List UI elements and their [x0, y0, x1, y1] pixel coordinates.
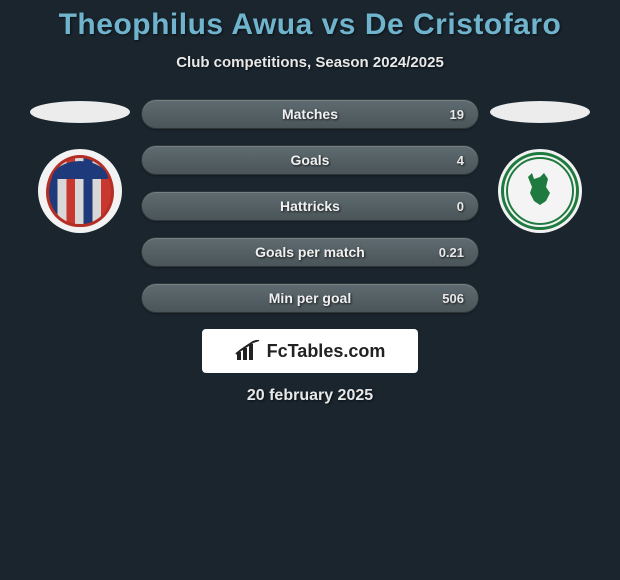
stat-label: Min per goal — [269, 290, 351, 306]
stat-right-value: 19 — [450, 107, 464, 122]
left-player-column — [25, 99, 135, 233]
date-label: 20 february 2025 — [141, 387, 479, 405]
wolf-icon — [522, 171, 558, 211]
content-row: Matches 19 Goals 4 Hattricks 0 Goals per… — [0, 99, 620, 405]
comparison-card: Theophilus Awua vs De Cristofaro Club co… — [0, 0, 620, 405]
stat-right-value: 4 — [457, 153, 464, 168]
stat-label: Matches — [282, 106, 338, 122]
stats-column: Matches 19 Goals 4 Hattricks 0 Goals per… — [135, 99, 485, 405]
bars-chart-icon — [235, 340, 261, 362]
brand-label: FcTables.com — [267, 341, 386, 362]
right-flag-icon — [490, 101, 590, 123]
brand-badge: FcTables.com — [202, 329, 418, 373]
stat-label: Goals per match — [255, 244, 365, 260]
stat-right-value: 506 — [442, 291, 464, 306]
stat-label: Goals — [291, 152, 330, 168]
avellino-crest-icon — [501, 152, 579, 230]
left-flag-icon — [30, 101, 130, 123]
stat-label: Hattricks — [280, 198, 340, 214]
stat-right-value: 0 — [457, 199, 464, 214]
stat-row-goals: Goals 4 — [141, 145, 479, 175]
stat-row-min-per-goal: Min per goal 506 — [141, 283, 479, 313]
stat-row-goals-per-match: Goals per match 0.21 — [141, 237, 479, 267]
subtitle: Club competitions, Season 2024/2025 — [0, 54, 620, 71]
right-player-column — [485, 99, 595, 233]
left-club-crest — [38, 149, 122, 233]
right-club-crest — [498, 149, 582, 233]
stat-row-hattricks: Hattricks 0 — [141, 191, 479, 221]
stat-row-matches: Matches 19 — [141, 99, 479, 129]
crotone-crest-icon — [46, 155, 114, 227]
stat-right-value: 0.21 — [439, 245, 464, 260]
page-title: Theophilus Awua vs De Cristofaro — [0, 8, 620, 42]
